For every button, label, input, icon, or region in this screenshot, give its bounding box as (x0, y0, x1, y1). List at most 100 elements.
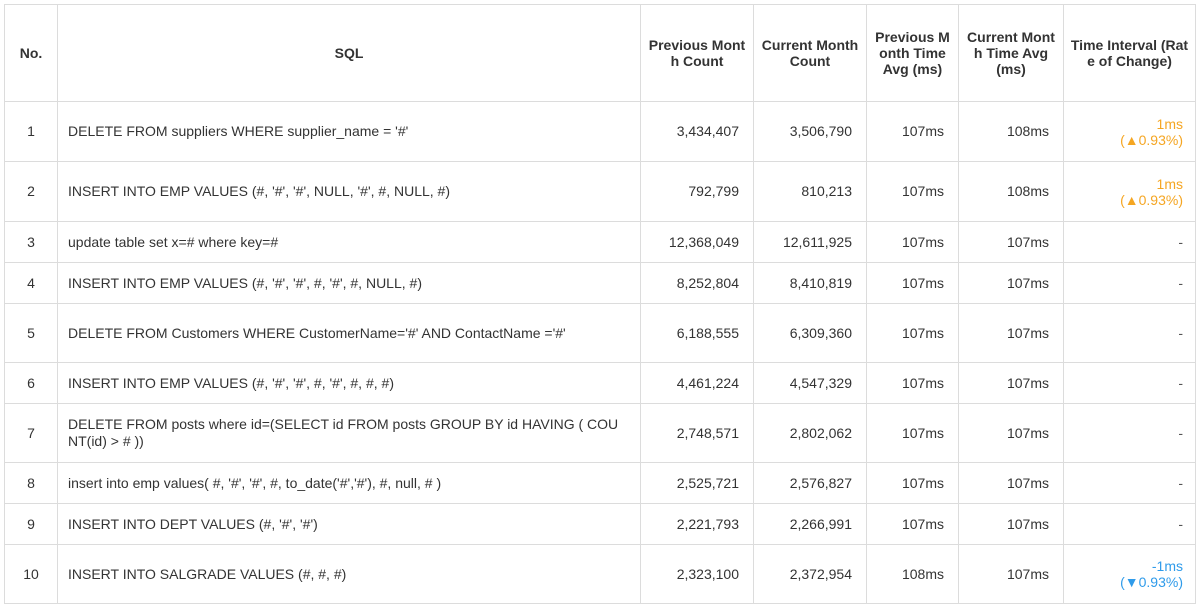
time-interval-value: - (1178, 375, 1183, 391)
current-month-time-avg: 108ms (958, 101, 1064, 162)
sql-statement[interactable]: DELETE FROM posts where id=(SELECT id FR… (57, 403, 641, 463)
time-interval-cell: -1ms (▼0.93%) (1063, 544, 1196, 604)
time-interval-value: - (1178, 234, 1183, 250)
row-number: 3 (4, 221, 58, 263)
time-interval-cell: 1ms (▲0.93%) (1063, 161, 1196, 222)
previous-month-count: 2,221,793 (640, 503, 754, 545)
current-month-count: 2,802,062 (753, 403, 867, 463)
table-row[interactable]: 8 insert into emp values( #, '#', '#', #… (4, 462, 1196, 504)
header-previous-month-count[interactable]: Previous Month Count (640, 4, 754, 102)
time-interval-cell: - (1063, 403, 1196, 463)
previous-month-time-avg: 107ms (866, 503, 959, 545)
previous-month-time-avg: 107ms (866, 262, 959, 304)
previous-month-time-avg: 107ms (866, 462, 959, 504)
previous-month-count: 2,748,571 (640, 403, 754, 463)
table-row[interactable]: 10 INSERT INTO SALGRADE VALUES (#, #, #)… (4, 544, 1196, 604)
table-row[interactable]: 1 DELETE FROM suppliers WHERE supplier_n… (4, 101, 1196, 162)
header-sql[interactable]: SQL (57, 4, 641, 102)
previous-month-count: 3,434,407 (640, 101, 754, 162)
header-previous-month-time-avg[interactable]: Previous Month Time Avg (ms) (866, 4, 959, 102)
sql-statement[interactable]: INSERT INTO EMP VALUES (#, '#', '#', NUL… (57, 161, 641, 222)
row-number: 8 (4, 462, 58, 504)
header-no[interactable]: No. (4, 4, 58, 102)
time-interval-cell: - (1063, 462, 1196, 504)
time-interval-value: 1ms (1156, 115, 1183, 132)
table-body: 1 DELETE FROM suppliers WHERE supplier_n… (4, 101, 1196, 604)
time-interval-value: - (1178, 275, 1183, 291)
sql-statement[interactable]: DELETE FROM Customers WHERE CustomerName… (57, 303, 641, 363)
current-month-time-avg: 107ms (958, 262, 1064, 304)
table-row[interactable]: 3 update table set x=# where key=# 12,36… (4, 221, 1196, 263)
row-number: 1 (4, 101, 58, 162)
row-number: 2 (4, 161, 58, 222)
time-interval-value: -1ms (1151, 558, 1183, 574)
table-row[interactable]: 6 INSERT INTO EMP VALUES (#, '#', '#', #… (4, 362, 1196, 404)
current-month-count: 2,576,827 (753, 462, 867, 504)
header-current-month-time-avg[interactable]: Current Month Time Avg (ms) (958, 4, 1064, 102)
current-month-count: 2,266,991 (753, 503, 867, 545)
table-row[interactable]: 7 DELETE FROM posts where id=(SELECT id … (4, 403, 1196, 463)
sql-statement[interactable]: INSERT INTO DEPT VALUES (#, '#', '#') (57, 503, 641, 545)
current-month-time-avg: 107ms (958, 544, 1064, 604)
current-month-time-avg: 107ms (958, 303, 1064, 363)
time-interval-cell: - (1063, 262, 1196, 304)
previous-month-time-avg: 107ms (866, 403, 959, 463)
current-month-count: 4,547,329 (753, 362, 867, 404)
previous-month-time-avg: 107ms (866, 101, 959, 162)
header-time-interval[interactable]: Time Interval (Rate of Change) (1063, 4, 1196, 102)
row-number: 10 (4, 544, 58, 604)
time-interval-value: - (1178, 475, 1183, 491)
previous-month-count: 6,188,555 (640, 303, 754, 363)
time-interval-cell: 1ms (▲0.93%) (1063, 101, 1196, 162)
previous-month-count: 2,525,721 (640, 462, 754, 504)
previous-month-count: 4,461,224 (640, 362, 754, 404)
sql-statement[interactable]: INSERT INTO EMP VALUES (#, '#', '#', #, … (57, 362, 641, 404)
row-number: 4 (4, 262, 58, 304)
sql-statement[interactable]: DELETE FROM suppliers WHERE supplier_nam… (57, 101, 641, 162)
current-month-time-avg: 107ms (958, 462, 1064, 504)
time-interval-cell: - (1063, 303, 1196, 363)
previous-month-count: 792,799 (640, 161, 754, 222)
previous-month-time-avg: 107ms (866, 161, 959, 222)
sql-statement[interactable]: INSERT INTO SALGRADE VALUES (#, #, #) (57, 544, 641, 604)
current-month-time-avg: 107ms (958, 362, 1064, 404)
row-number: 7 (4, 403, 58, 463)
previous-month-time-avg: 107ms (866, 362, 959, 404)
current-month-count: 8,410,819 (753, 262, 867, 304)
previous-month-count: 8,252,804 (640, 262, 754, 304)
table-row[interactable]: 5 DELETE FROM Customers WHERE CustomerNa… (4, 303, 1196, 363)
current-month-time-avg: 107ms (958, 403, 1064, 463)
rate-of-change: (▼0.93%) (1120, 574, 1183, 590)
time-interval-value: - (1178, 516, 1183, 532)
sql-stats-table: No. SQL Previous Month Count Current Mon… (4, 4, 1196, 604)
time-interval-cell: - (1063, 362, 1196, 404)
current-month-count: 6,309,360 (753, 303, 867, 363)
table-header-row: No. SQL Previous Month Count Current Mon… (4, 4, 1196, 102)
table-row[interactable]: 9 INSERT INTO DEPT VALUES (#, '#', '#') … (4, 503, 1196, 545)
time-interval-value: 1ms (1156, 175, 1183, 192)
previous-month-time-avg: 107ms (866, 221, 959, 263)
current-month-time-avg: 107ms (958, 221, 1064, 263)
time-interval-cell: - (1063, 221, 1196, 263)
sql-statement[interactable]: INSERT INTO EMP VALUES (#, '#', '#', #, … (57, 262, 641, 304)
previous-month-count: 2,323,100 (640, 544, 754, 604)
current-month-time-avg: 107ms (958, 503, 1064, 545)
current-month-time-avg: 108ms (958, 161, 1064, 222)
rate-of-change: (▲0.93%) (1120, 131, 1183, 148)
table-row[interactable]: 4 INSERT INTO EMP VALUES (#, '#', '#', #… (4, 262, 1196, 304)
time-interval-cell: - (1063, 503, 1196, 545)
current-month-count: 12,611,925 (753, 221, 867, 263)
time-interval-value: - (1178, 325, 1183, 341)
table-row[interactable]: 2 INSERT INTO EMP VALUES (#, '#', '#', N… (4, 161, 1196, 222)
current-month-count: 810,213 (753, 161, 867, 222)
header-current-month-count[interactable]: Current Month Count (753, 4, 867, 102)
previous-month-time-avg: 108ms (866, 544, 959, 604)
row-number: 6 (4, 362, 58, 404)
sql-statement[interactable]: update table set x=# where key=# (57, 221, 641, 263)
sql-stats-panel: No. SQL Previous Month Count Current Mon… (4, 4, 1196, 604)
current-month-count: 3,506,790 (753, 101, 867, 162)
sql-statement[interactable]: insert into emp values( #, '#', '#', #, … (57, 462, 641, 504)
time-interval-value: - (1178, 425, 1183, 441)
row-number: 5 (4, 303, 58, 363)
row-number: 9 (4, 503, 58, 545)
